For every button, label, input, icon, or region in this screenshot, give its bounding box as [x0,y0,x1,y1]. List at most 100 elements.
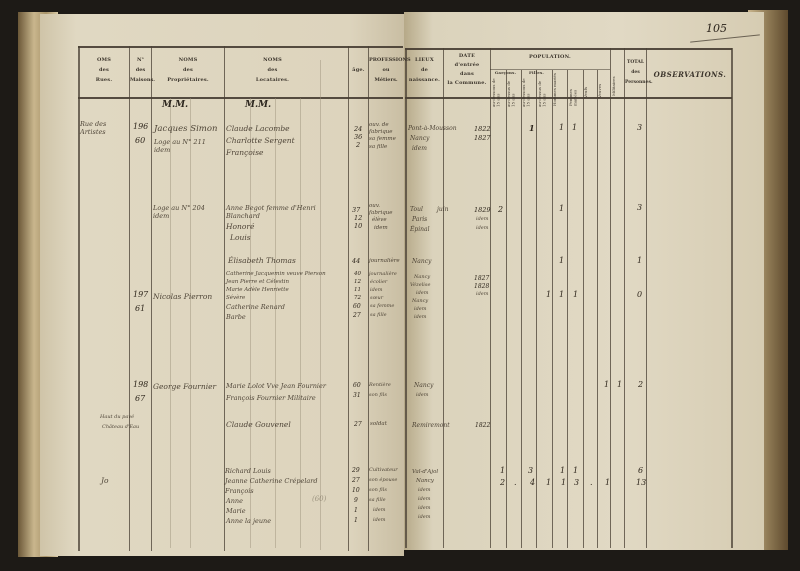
header-text: Métiers. [374,77,398,83]
profession: ouv. de fabrique [369,122,393,135]
total: 13 [636,478,647,487]
population-mark: 1 [605,478,611,487]
birthplace: idem [414,306,427,312]
birthplace: idem [412,145,427,152]
header-text: Locataires. [255,77,290,83]
rule [490,69,610,70]
tenant-name: Louis [230,233,251,242]
owner-note: Loge au N° 211 idem [154,138,206,154]
age: 10 [352,487,360,494]
profession: sa femme [370,303,395,309]
population-mark: 1 [572,123,578,132]
entry-date: 1828 [474,283,490,290]
profession: élève [372,217,387,223]
header-date: DATE d'entrée dans la Commune. [444,52,490,88]
total: 2 [638,380,644,389]
header-sub: au-dessus de 15 ans [537,80,547,107]
header-sub: Veufs [583,87,588,98]
street-name: Château d'Eau [102,424,140,430]
rule [151,46,152,551]
left-page [40,14,404,556]
house-number: 198 [133,380,149,389]
total: 6 [638,466,644,475]
header-text: NOMS [263,57,282,63]
tenant-name: Barbe [226,313,246,321]
birthplace: Épinal [410,226,430,233]
header-lieu: LIEUX de naissance. [406,55,443,85]
tenant-name: François Fournier Militaire [226,394,316,402]
profession: sœur [370,295,384,301]
page-number: 105 [706,22,727,35]
rule [646,48,647,548]
header-age: âge. [352,67,365,73]
rule [567,70,568,548]
header-text: Maisons. [130,77,156,83]
right-page [404,12,764,550]
header-sub: au-dessus de 15 ans [506,80,516,107]
header-garcons: Garçons. [494,70,517,75]
rule [443,48,444,548]
rule [190,98,191,548]
population-mark: 2 [500,478,506,487]
age: 12 [354,214,363,222]
population-mark: 1 [604,380,610,389]
age: 24 [354,125,363,133]
age: 36 [354,133,363,141]
population-mark: 1 [617,380,623,389]
header-sub: Femmes mariées [568,89,578,106]
profession: idem [374,225,388,231]
owner-name: Nicolas Pierron [153,292,213,301]
header-text: de [420,67,429,73]
birthplace: idem [416,290,429,296]
header-observations: OBSERVATIONS. [653,70,727,79]
header-text: des [135,67,146,73]
tenant-name: Anne la jeune [226,517,272,525]
mm-label: M.M. [162,100,189,110]
profession: idem [370,287,383,293]
age: 2 [356,141,361,149]
mm-label: M.M. [245,100,272,110]
profession: journalière [369,271,397,277]
rule [610,48,611,548]
birthplace: idem [418,487,431,493]
population-mark: . [590,478,593,487]
tenant-name: François [225,487,254,495]
owner-name: Jacques Simon [154,124,218,134]
street-name: Rue des Artistes [80,120,107,136]
tenant-name: Charlotte Sergent [226,136,295,145]
header-maison: N° des Maisons. [130,55,156,85]
rule [78,46,80,551]
profession: son fils [369,487,387,493]
age: 72 [354,295,361,301]
rule [506,70,507,548]
rule [490,48,491,548]
age: 11 [354,287,361,293]
population-mark: 1 [546,478,552,487]
header-sub: Hommes mariés [552,73,557,106]
profession: écolier [370,279,388,285]
tenant-name: Marie [226,507,246,515]
entry-date: idem [476,216,489,222]
population-mark: 1 [559,204,565,213]
age: 60 [353,382,361,389]
rule [521,70,522,548]
entry-date: 1822 [474,125,491,133]
age: 60 [353,303,361,310]
header-population: POPULATION. [529,54,571,60]
header-text: des [631,70,640,75]
header-text: naissance. [408,77,441,83]
profession: journalière [369,258,400,264]
header-profession: PROFESSIONS ou Métiers. [369,55,411,85]
header-text: OMS [96,57,112,63]
profession: sa fille [370,312,387,318]
tenant-name: Jean Pierre et Célestin [226,279,290,285]
age: 40 [354,271,361,277]
population-mark: 1 [573,466,579,475]
entry-date: 1827 [474,275,490,282]
header-militaires: Militaires [611,76,616,96]
rule [250,98,251,548]
house-number: 60 [135,136,146,145]
rule [536,70,537,548]
birthplace: idem [418,514,431,520]
house-number: 197 [133,290,149,299]
